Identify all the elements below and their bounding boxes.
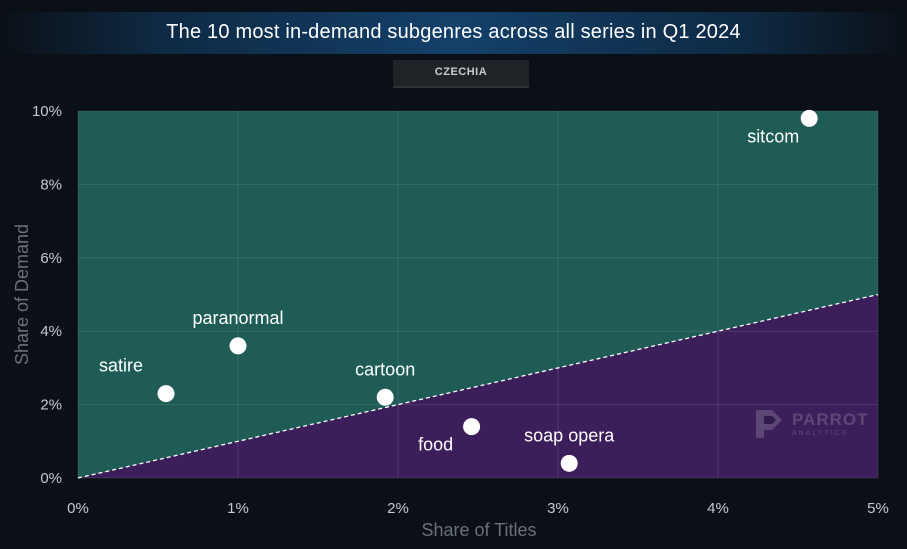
chart-title: The 10 most in-demand subgenres across a… bbox=[166, 21, 741, 43]
data-point bbox=[157, 385, 175, 403]
y-tick-label: 4% bbox=[40, 323, 62, 340]
data-point-label: food bbox=[418, 435, 453, 455]
region-badge: CZECHIA bbox=[393, 60, 529, 88]
parrot-watermark: PARROT ANALYTICS bbox=[752, 408, 878, 442]
x-tick-label: 3% bbox=[547, 500, 569, 517]
watermark-name: PARROT bbox=[792, 410, 869, 429]
y-tick-label: 0% bbox=[40, 470, 62, 487]
y-tick-label: 2% bbox=[40, 397, 62, 414]
parity-reference-line bbox=[77, 293, 879, 479]
data-point-label: paranormal bbox=[192, 308, 283, 328]
y-tick-label: 10% bbox=[32, 103, 62, 120]
x-tick-label: 1% bbox=[227, 500, 249, 517]
watermark-sub: ANALYTICS bbox=[792, 430, 849, 437]
data-point-label: soap opera bbox=[524, 425, 615, 445]
x-tick-label: 5% bbox=[867, 500, 889, 517]
y-axis-title: Share of Demand bbox=[12, 224, 32, 365]
data-point bbox=[229, 337, 247, 355]
x-tick-label: 0% bbox=[67, 500, 89, 517]
y-tick-label: 6% bbox=[40, 250, 62, 267]
title-banner bbox=[0, 12, 907, 54]
data-point bbox=[376, 388, 394, 406]
data-point bbox=[463, 418, 481, 436]
x-tick-label: 2% bbox=[387, 500, 409, 517]
data-point bbox=[560, 454, 578, 472]
data-point-label: cartoon bbox=[355, 359, 415, 379]
x-axis-title: Share of Titles bbox=[421, 520, 536, 540]
data-point-label: satire bbox=[99, 356, 143, 376]
data-point-label: sitcom bbox=[747, 126, 799, 146]
parrot-logo-icon bbox=[756, 410, 782, 438]
x-tick-label: 4% bbox=[707, 500, 729, 517]
data-point bbox=[800, 109, 818, 127]
y-tick-label: 8% bbox=[40, 176, 62, 193]
